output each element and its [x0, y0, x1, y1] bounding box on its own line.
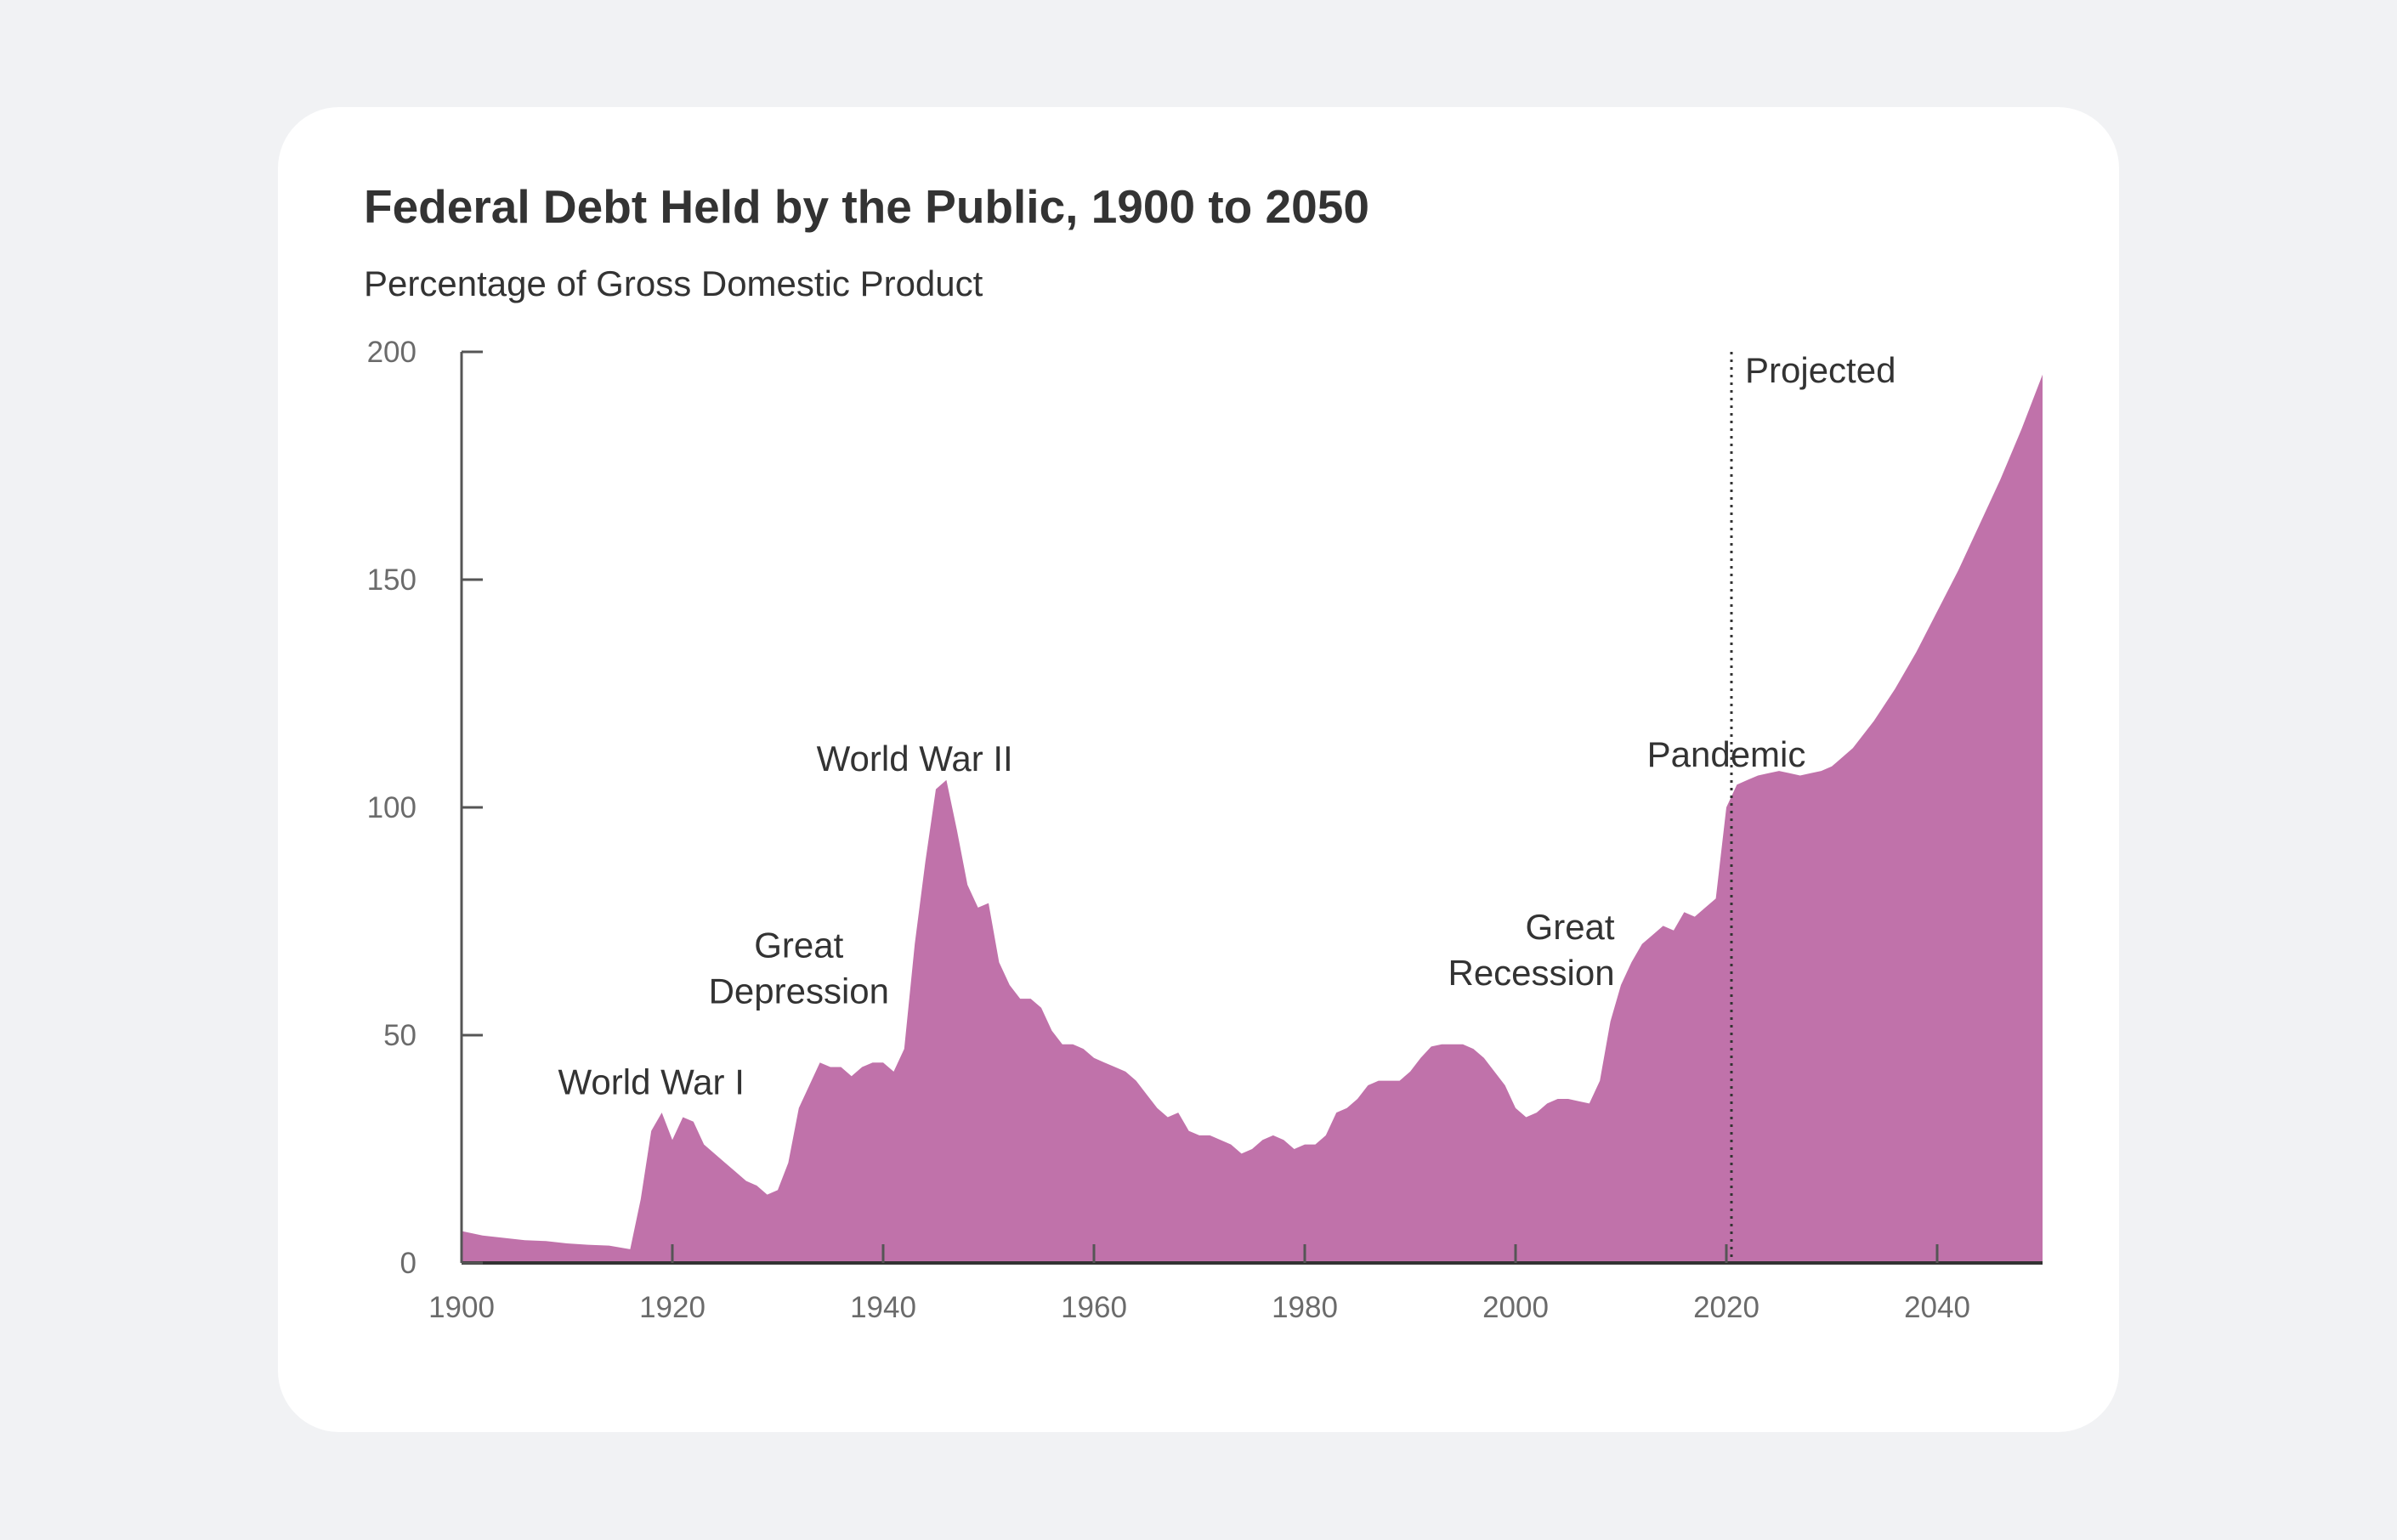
- debt-area: [462, 374, 2043, 1263]
- y-tick-label: 100: [367, 791, 416, 824]
- x-tick-label: 1960: [1061, 1291, 1127, 1324]
- annotation-label: Great: [1526, 907, 1615, 947]
- annotation-label: Pandemic: [1647, 734, 1806, 774]
- y-tick-label: 150: [367, 563, 416, 597]
- annotation-label: World War II: [817, 739, 1013, 778]
- x-tick-label: 2020: [1693, 1291, 1760, 1324]
- chart-title: Federal Debt Held by the Public, 1900 to…: [364, 180, 1369, 233]
- annotation-label: World War I: [558, 1062, 745, 1102]
- y-tick-label: 200: [367, 336, 416, 369]
- x-tick-label: 1920: [639, 1291, 706, 1324]
- x-tick-label: 1980: [1272, 1291, 1338, 1324]
- x-tick-label: 1900: [428, 1291, 495, 1324]
- projected-label: Projected: [1745, 350, 1896, 390]
- annotation-label: Recession: [1448, 953, 1614, 993]
- x-tick-label: 2040: [1904, 1291, 1970, 1324]
- x-tick-label: 1940: [850, 1291, 916, 1324]
- annotation-label: Depression: [709, 971, 889, 1011]
- y-tick-label: 50: [383, 1019, 416, 1052]
- x-tick-label: 2000: [1482, 1291, 1549, 1324]
- annotation-label: Great: [754, 925, 843, 965]
- y-tick-label: 0: [400, 1247, 416, 1280]
- chart-subtitle: Percentage of Gross Domestic Product: [364, 263, 983, 303]
